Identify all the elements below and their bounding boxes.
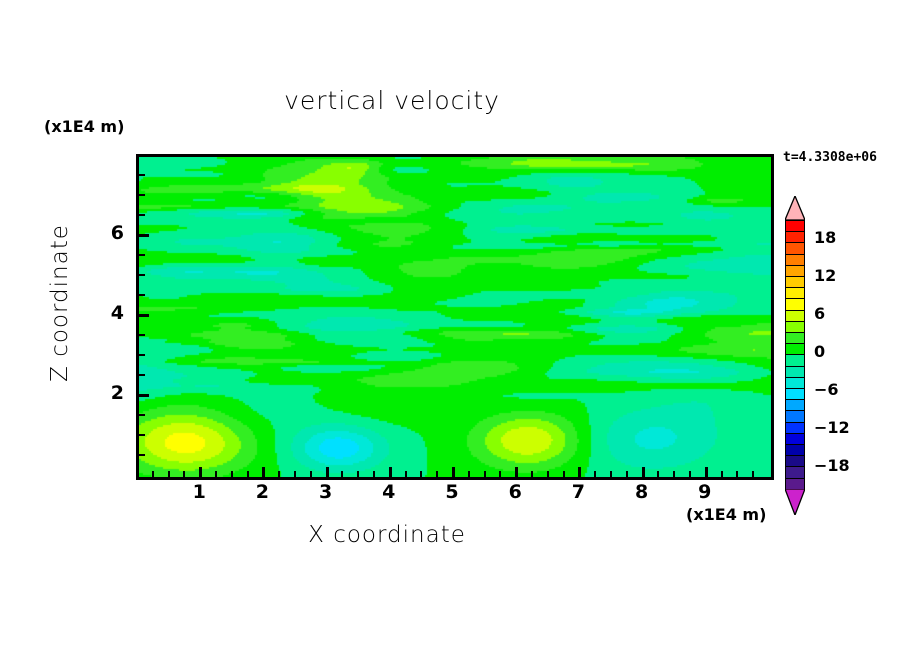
x-axis-tick <box>673 471 676 477</box>
y-axis-tick-label: 2 <box>110 382 124 404</box>
x-axis-tick <box>325 467 329 477</box>
x-axis-tick <box>578 467 582 477</box>
colorbar-tick-label: −6 <box>814 380 839 400</box>
x-axis-tick <box>373 471 375 477</box>
y-axis-tick <box>139 394 149 397</box>
y-axis-tick <box>139 414 145 416</box>
y-axis-tick <box>139 434 145 436</box>
x-axis-tick-label: 9 <box>698 481 712 503</box>
x-axis-tick-label: 8 <box>634 481 649 503</box>
x-axis-tick <box>657 471 660 477</box>
plot-title-text: vertical velocity <box>284 86 500 115</box>
x-axis-tick-label: 2 <box>255 481 269 503</box>
x-axis-tick <box>689 471 691 477</box>
y-axis-tick <box>139 314 149 317</box>
x-axis-tick <box>262 467 266 477</box>
colorbar[interactable]: 18 12 6 0 −6 −12 −18 <box>780 194 850 517</box>
x-axis-tick <box>625 471 628 477</box>
x-axis-title: X coordinate <box>0 522 904 548</box>
colorbar-tick-label: −12 <box>814 418 850 438</box>
plot-title: vertical velocity <box>0 86 904 115</box>
x-axis-tick <box>183 471 186 477</box>
x-axis-tick <box>515 467 519 477</box>
x-axis-tick <box>420 471 423 477</box>
x-axis-tick <box>357 471 360 477</box>
x-axis-tick-label: 6 <box>508 481 522 503</box>
x-axis-units-label: (x1E4 m) <box>686 505 767 524</box>
y-axis-units-label: (x1E4 m) <box>44 117 125 136</box>
x-axis-tick <box>199 467 203 477</box>
x-axis-tick <box>483 471 486 477</box>
colorbar-tick-label: 18 <box>814 227 837 247</box>
x-axis-tick <box>436 471 439 477</box>
x-axis-tick <box>452 467 455 477</box>
colorbar-over-arrow <box>784 194 806 221</box>
y-axis-tick <box>139 214 145 216</box>
x-axis-tick <box>546 471 549 477</box>
x-axis-tick <box>704 467 708 477</box>
x-axis-tick <box>736 471 739 477</box>
x-axis-tick <box>230 471 233 477</box>
x-axis-tick <box>167 471 170 477</box>
y-axis-tick <box>139 354 145 356</box>
y-axis-tick <box>139 454 145 456</box>
colorbar-tick-label: 0 <box>814 342 826 362</box>
y-axis-tick <box>139 254 145 256</box>
x-axis-tick <box>246 471 249 477</box>
timestamp-annotation: t=4.3308e+06 <box>783 150 877 165</box>
colorbar-tick-label: −18 <box>814 456 850 476</box>
x-axis-tick <box>562 471 565 477</box>
y-axis-tick-label: 4 <box>110 302 124 324</box>
colorbar-tick-label: 12 <box>814 265 837 285</box>
x-axis-tick <box>752 471 755 477</box>
contour-field-canvas <box>139 157 771 477</box>
y-axis-tick <box>139 274 145 276</box>
plot-area[interactable] <box>136 154 774 480</box>
x-axis-tick-label: 4 <box>382 481 396 503</box>
y-axis-tick <box>139 334 145 336</box>
x-axis-tick <box>294 471 296 477</box>
x-axis-tick <box>215 471 217 477</box>
x-axis-tick-label: 7 <box>571 481 585 503</box>
y-axis-tick <box>139 294 145 296</box>
x-axis-tick <box>467 471 470 477</box>
y-axis-tick <box>139 174 145 176</box>
y-axis-title: Z coordinate <box>47 224 73 382</box>
x-axis-tick <box>341 471 344 477</box>
colorbar-under-arrow <box>784 488 806 517</box>
x-axis-tick <box>278 471 281 477</box>
colorbar-tick-label: 6 <box>814 303 826 323</box>
x-axis-tick <box>309 471 312 477</box>
x-axis-tick <box>499 471 502 477</box>
y-axis-tick <box>139 194 145 196</box>
x-axis-tick <box>404 471 407 477</box>
x-axis-tick <box>720 471 723 477</box>
x-axis-tick-label: 3 <box>318 481 333 503</box>
x-axis-tick <box>610 471 612 477</box>
x-axis-tick <box>594 471 597 477</box>
x-axis-tick-label: 1 <box>192 481 206 503</box>
x-axis-tick <box>641 467 645 477</box>
x-axis-title-text: X coordinate <box>308 522 466 548</box>
y-axis-tick-label: 6 <box>110 222 124 244</box>
x-axis-tick <box>151 471 154 477</box>
x-axis-tick-label: 5 <box>445 481 459 503</box>
x-axis-tick <box>388 467 392 477</box>
y-axis-tick <box>139 234 149 237</box>
x-axis-tick <box>531 471 533 477</box>
y-axis-tick <box>139 374 145 376</box>
